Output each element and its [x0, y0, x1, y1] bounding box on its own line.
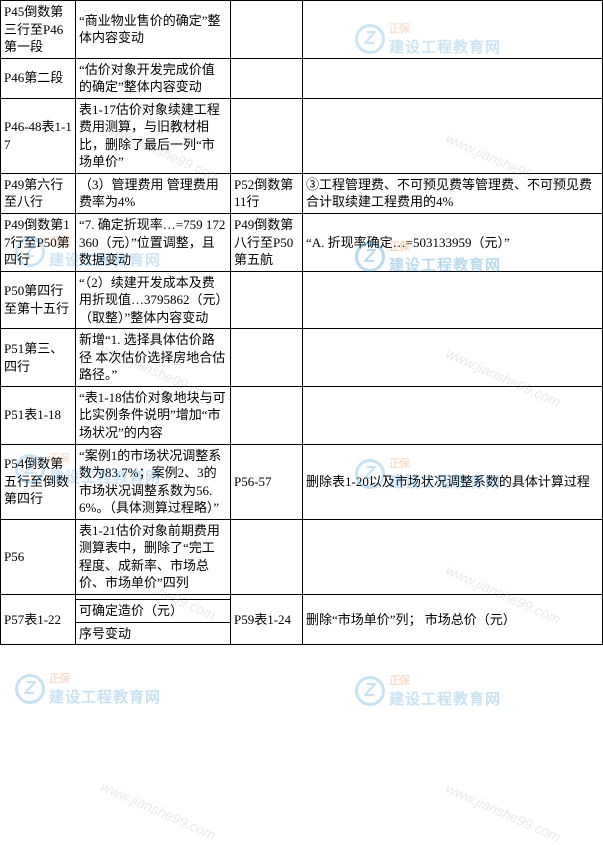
- cell-location-old: P51第三、四行: [1, 329, 76, 387]
- logo-text: 正保建设工程教育网: [389, 672, 501, 709]
- logo-text: 正保建设工程教育网: [49, 670, 161, 707]
- table-row: P54倒数第五行至倒数第四行“案例1的市场状况调整系数为83.7%；案例2、3的…: [1, 444, 603, 519]
- cell-new-desc: [303, 98, 603, 173]
- cell-new-desc: [303, 1, 603, 59]
- cell-change-desc: “表1-18估价对象地块与可比实例条件说明”增加“市场状况”的内容: [76, 386, 231, 444]
- content-table: P45倒数第三行至P46第一段“商业物业售价的确定”整体内容变动P46第二段“估…: [0, 0, 603, 645]
- cell-new-desc: [303, 58, 603, 98]
- cell-location-new: [231, 1, 303, 59]
- cell-location-new: P49倒数第八行至P50第五航: [231, 214, 303, 272]
- table-row: P51第三、四行新增“1. 选择具体估价路径 本次估价选择房地合估路径。”: [1, 329, 603, 387]
- cell-change-desc: 序号变动: [76, 622, 231, 645]
- table-row: P46-48表1-17表1-17估价对象续建工程费用测算，与旧教材相比，删除了最…: [1, 98, 603, 173]
- cell-change-desc: 新增“1. 选择具体估价路径 本次估价选择房地合估路径。”: [76, 329, 231, 387]
- logo-icon: Z: [15, 674, 45, 704]
- cell-new-desc: 删除“市场单价”列； 市场总价（元）: [303, 594, 603, 644]
- cell-change-desc: “案例1的市场状况调整系数为83.7%；案例2、3的市场状况调整系数为56.6%…: [76, 444, 231, 519]
- table-row: P49第六行至八行（3）管理费用 管理费用费率为4%P52倒数第11行③工程管理…: [1, 173, 603, 213]
- table-row: P51表1-18“表1-18估价对象地块与可比实例条件说明”增加“市场状况”的内…: [1, 386, 603, 444]
- table-row: P50第四行至第十五行“（2）续建开发成本及费用折现值…3795862（元）（取…: [1, 271, 603, 329]
- cell-change-desc: 表1-21估价对象前期费用测算表中，删除了“完工程度、成新率、市场总价、市场单价…: [76, 519, 231, 594]
- cell-new-desc: ③工程管理费、不可预见费等管理费、不可预见费合计取续建工程费用的4%: [303, 173, 603, 213]
- cell-location-old: P49倒数第17行至P50第四行: [1, 214, 76, 272]
- cell-location-new: [231, 98, 303, 173]
- cell-location-new: [231, 271, 303, 329]
- cell-new-desc: [303, 329, 603, 387]
- cell-location-old: P57表1-22: [1, 594, 76, 644]
- cell-location-old: P46第二段: [1, 58, 76, 98]
- cell-location-new: P59表1-24: [231, 594, 303, 644]
- cell-location-new: [231, 329, 303, 387]
- cell-change-desc: “商业物业售价的确定”整体内容变动: [76, 1, 231, 59]
- table-row: P56表1-21估价对象前期费用测算表中，删除了“完工程度、成新率、市场总价、市…: [1, 519, 603, 594]
- cell-location-new: P52倒数第11行: [231, 173, 303, 213]
- cell-change-desc: 表1-17估价对象续建工程费用测算，与旧教材相比，删除了最后一列“市场单价”: [76, 98, 231, 173]
- cell-new-desc: [303, 271, 603, 329]
- cell-location-old: P46-48表1-17: [1, 98, 76, 173]
- cell-change-desc: “（2）续建开发成本及费用折现值…3795862（元）（取整）”整体内容变动: [76, 271, 231, 329]
- cell-location-new: [231, 519, 303, 594]
- cell-location-old: P51表1-18: [1, 386, 76, 444]
- table-row: P49倒数第17行至P50第四行“7. 确定折现率…=759 172 360（元…: [1, 214, 603, 272]
- cell-change-desc: 可确定造价（元）: [76, 599, 231, 622]
- watermark-logo: Z正保建设工程教育网: [355, 672, 501, 709]
- cell-location-new: [231, 386, 303, 444]
- cell-location-new: P56-57: [231, 444, 303, 519]
- cell-location-old: P56: [1, 519, 76, 594]
- cell-location-new: [231, 58, 303, 98]
- table-row: P45倒数第三行至P46第一段“商业物业售价的确定”整体内容变动: [1, 1, 603, 59]
- cell-location-old: P50第四行至第十五行: [1, 271, 76, 329]
- watermark-logo: Z正保建设工程教育网: [15, 670, 161, 707]
- cell-location-old: P54倒数第五行至倒数第四行: [1, 444, 76, 519]
- logo-icon: Z: [355, 676, 385, 706]
- cell-change-desc: “7. 确定折现率…=759 172 360（元）”位置调整，且数据变动: [76, 214, 231, 272]
- cell-change-desc: “估价对象开发完成价值的确定”整体内容变动: [76, 58, 231, 98]
- cell-new-desc: 删除表1-20以及市场状况调整系数的具体计算过程: [303, 444, 603, 519]
- cell-new-desc: “A. 折现率确定…=503133959（元）”: [303, 214, 603, 272]
- cell-change-desc: （3）管理费用 管理费用费率为4%: [76, 173, 231, 213]
- cell-new-desc: [303, 386, 603, 444]
- cell-new-desc: [303, 519, 603, 594]
- watermark-url: www.jianshe99.com: [443, 780, 563, 845]
- watermark-url: www.jianshe99.com: [98, 778, 218, 843]
- table-row: P46第二段“估价对象开发完成价值的确定”整体内容变动: [1, 58, 603, 98]
- cell-location-old: P49第六行至八行: [1, 173, 76, 213]
- cell-location-old: P45倒数第三行至P46第一段: [1, 1, 76, 59]
